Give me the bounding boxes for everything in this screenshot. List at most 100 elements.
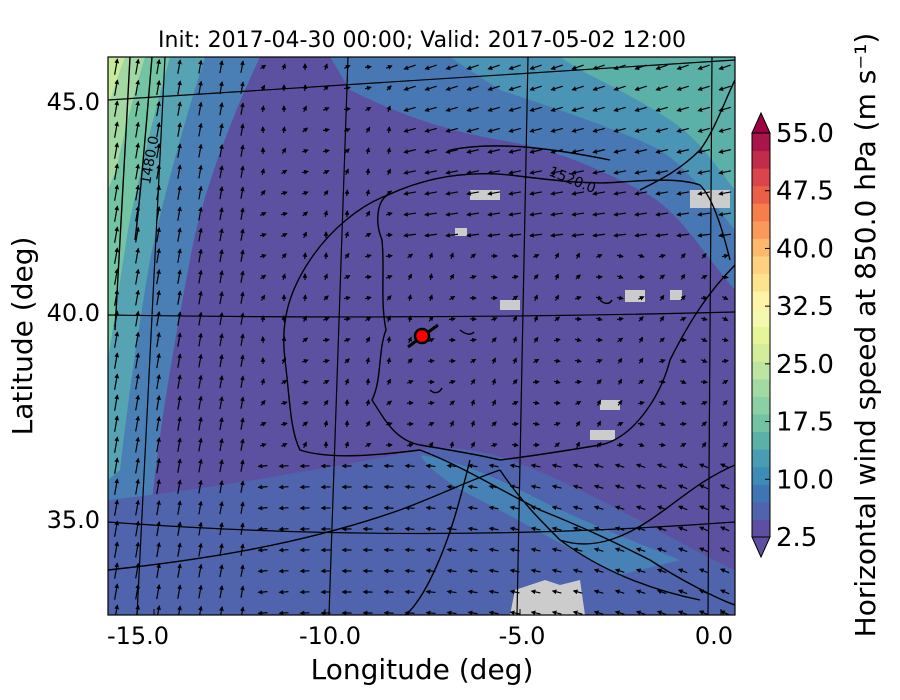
wind-vector: [638, 357, 644, 364]
wind-vector: [698, 505, 709, 511]
wind-vector: [219, 500, 224, 515]
wind-vector: [635, 568, 646, 574]
wind-vector: [659, 337, 665, 343]
wind-vector: [177, 185, 182, 200]
wind-vector: [428, 315, 434, 322]
wind-vector: [677, 463, 688, 469]
wind-vector: [428, 441, 434, 448]
colorbar-bin: [752, 273, 770, 292]
colorbar-bin: [752, 308, 770, 327]
wind-vector: [487, 232, 501, 238]
wind-vector: [637, 400, 645, 406]
colorbar-tick-label: 2.5: [776, 523, 817, 553]
wind-vector: [404, 610, 415, 615]
wind-vector: [550, 85, 563, 91]
wind-vector: [676, 191, 690, 196]
wind-vector: [365, 378, 371, 386]
wind-vector: [177, 584, 182, 599]
wind-vector: [219, 143, 224, 158]
wind-vector: [260, 399, 266, 406]
wind-vector: [488, 568, 499, 574]
wind-vector: [135, 226, 141, 243]
wind-vector: [511, 442, 519, 448]
colorbar-extend-max: [751, 111, 771, 134]
wind-vector: [467, 610, 478, 615]
wind-vector: [281, 169, 288, 175]
x-tick-label: -15.0: [107, 622, 169, 650]
wind-vector: [281, 63, 287, 71]
wind-vector: [680, 273, 686, 280]
wind-vector: [701, 441, 707, 448]
wind-vector: [177, 479, 182, 494]
wind-vector: [529, 232, 543, 238]
wind-vector: [156, 415, 161, 432]
wind-vector: [239, 417, 245, 430]
wind-vector: [344, 275, 351, 280]
wind-vector: [260, 315, 266, 323]
wind-vector: [659, 315, 665, 322]
wind-vector: [198, 332, 203, 347]
wind-vector: [487, 64, 500, 70]
wind-vector: [114, 163, 120, 180]
wind-vector: [257, 484, 268, 490]
colorbar-bin: [752, 466, 770, 485]
wind-vector: [466, 149, 479, 154]
wind-vector: [278, 547, 289, 553]
wind-vector: [488, 526, 499, 532]
wind-vector: [343, 295, 351, 301]
wind-vector: [114, 58, 120, 75]
wind-vector: [575, 400, 582, 406]
wind-vector: [529, 127, 542, 133]
wind-vector: [487, 149, 500, 154]
wind-vector: [425, 589, 436, 595]
wind-vector: [114, 310, 120, 327]
wind-vector: [302, 294, 308, 302]
wind-vector: [219, 332, 224, 347]
wind-vector: [386, 190, 393, 196]
wind-vector: [135, 79, 141, 96]
wind-vector: [467, 484, 478, 490]
x-tick-label: 0.0: [695, 622, 733, 650]
wind-vector: [700, 379, 708, 385]
wind-vector: [571, 85, 584, 91]
wind-vector: [156, 184, 161, 201]
wind-vector: [634, 211, 648, 217]
wind-vector: [365, 189, 371, 197]
wind-vector: [259, 253, 267, 259]
wind-vector: [697, 149, 710, 154]
wind-vector: [571, 106, 584, 112]
wind-vector: [637, 253, 645, 259]
wind-vector: [365, 399, 371, 407]
wind-vector: [467, 463, 478, 469]
wind-vector: [677, 547, 688, 553]
wind-vector: [449, 252, 455, 260]
wind-vector: [365, 232, 372, 238]
wind-vector: [698, 568, 709, 574]
wind-vector: [364, 253, 372, 259]
wind-vector: [466, 191, 480, 196]
wind-vector: [386, 168, 391, 175]
wind-vector: [614, 610, 625, 615]
wind-vector: [512, 401, 519, 406]
wind-vector: [445, 211, 459, 217]
wind-vector: [260, 168, 266, 176]
wind-vector: [239, 60, 245, 73]
wind-vector: [574, 337, 582, 343]
wind-vector: [449, 400, 455, 406]
wind-vector: [344, 148, 350, 154]
wind-vector: [488, 463, 499, 469]
wind-vector: [467, 526, 478, 532]
wind-vector: [177, 374, 182, 389]
wind-vector: [219, 164, 224, 179]
wind-vector: [239, 438, 245, 451]
wind-vector: [718, 232, 732, 238]
wind-vector: [156, 142, 161, 159]
wind-vector: [156, 79, 161, 96]
colorbar-tick-label: 25.0: [776, 350, 834, 380]
wind-vector: [596, 254, 603, 259]
wind-vector: [323, 63, 328, 71]
wind-vector: [551, 568, 562, 574]
wind-vector: [656, 589, 667, 595]
wind-vector: [718, 191, 732, 196]
wind-vector: [219, 206, 224, 221]
